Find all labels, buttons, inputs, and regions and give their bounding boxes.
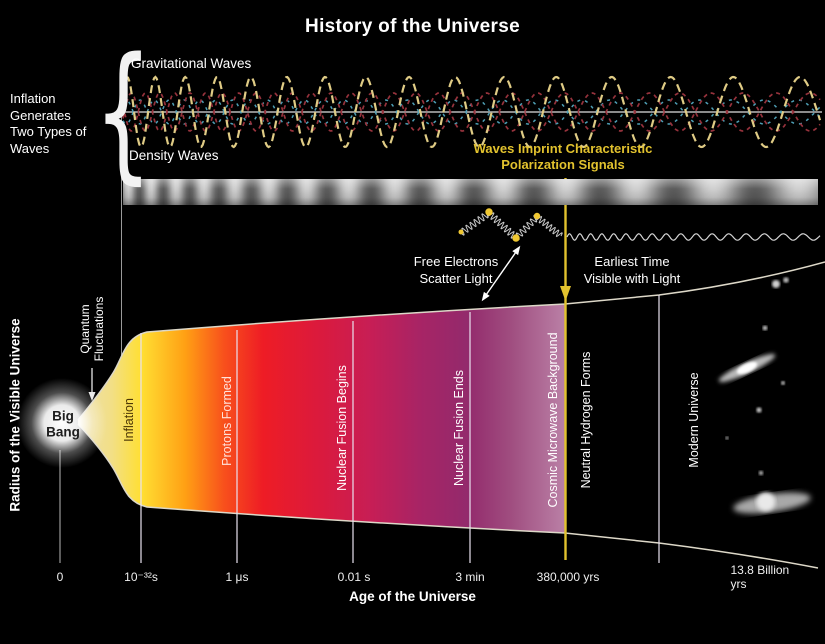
- note-line: Bang: [46, 424, 80, 439]
- gravitational-waves-label: Gravitational Waves: [131, 56, 252, 71]
- note-line: Polarization Signals: [501, 157, 625, 172]
- funnel-outline-bottom: [77, 423, 819, 569]
- earliest-time-note: Earliest Time Visible with Light: [584, 253, 681, 287]
- note-line: Visible with Light: [583, 271, 681, 286]
- big-bang-label: Big Bang: [46, 409, 80, 440]
- page-title: History of the Universe: [305, 16, 520, 37]
- tick-0-01s: 0.01 s: [337, 570, 371, 584]
- note-line: Waves: [10, 140, 50, 156]
- funnel-outline-top: [77, 261, 825, 421]
- free-electron-dots: [458, 208, 541, 242]
- stage-label-inflation: Inflation: [122, 398, 136, 442]
- quantum-fluctuations-label: Quantum Fluctuations: [78, 297, 106, 362]
- note-line: Earliest Time: [594, 254, 670, 269]
- note-line: Fluctuations: [92, 296, 106, 362]
- stage-label-nuclear-fusion-ends: Nuclear Fusion Ends: [452, 369, 466, 487]
- stage-label-protons-formed: Protons Formed: [220, 376, 234, 466]
- tick-13-8byrs: 13.8 Billion yrs: [730, 563, 790, 591]
- stage-label-nuclear-fusion-begins: Nuclear Fusion Begins: [335, 365, 349, 491]
- free-electrons-note: Free Electrons Scatter Light: [414, 253, 499, 287]
- time-gridlines: [59, 295, 660, 563]
- stage-label-cosmic-microwave-background: Cosmic Microwave Background: [546, 332, 560, 508]
- cmb-arrowhead-icon: [560, 286, 571, 301]
- funnel-shape: [78, 304, 565, 533]
- note-line: Big: [52, 408, 74, 424]
- big-bang-glow: [17, 378, 107, 468]
- note-line: Inflation: [10, 91, 56, 106]
- light-wave-squiggle: [566, 233, 821, 241]
- tick-380000yrs: 380,000 yrs: [536, 570, 600, 584]
- density-waves-bar: [123, 179, 818, 205]
- stage-label-modern-universe: Modern Universe: [687, 372, 701, 468]
- density-waves-label: Density Waves: [129, 148, 219, 163]
- note-line: Scatter Light: [419, 271, 493, 286]
- y-axis-label: Radius of the Visible Universe: [7, 318, 23, 512]
- inflation-generates-note: Inflation Generates Two Types of Waves: [10, 91, 86, 157]
- brace-icon: {: [93, 26, 153, 198]
- stage-label-neutral-hydrogen-forms: Neutral Hydrogen Forms: [579, 351, 593, 489]
- modern-universe-galaxies: [718, 277, 811, 514]
- note-line: Quantum: [78, 304, 92, 354]
- tick-3min: 3 min: [455, 570, 485, 584]
- note-line: Generates: [10, 107, 71, 123]
- note-line: Free Electrons: [413, 254, 499, 269]
- gravitational-waves-plot: [121, 75, 822, 149]
- note-line: Two Types of: [10, 124, 87, 139]
- tick-1us: 1 μs: [225, 570, 249, 584]
- note-line: Waves Imprint Characteristic: [473, 141, 653, 156]
- tick-0: 0: [56, 570, 64, 584]
- x-axis-title: Age of the Universe: [349, 589, 476, 604]
- scatter-arrow-icon: [481, 245, 521, 302]
- polarization-note: Waves Imprint Characteristic Polarizatio…: [474, 141, 653, 173]
- photon-scattering-coils: [460, 210, 563, 241]
- tick-10e-32s: 10⁻³²s: [124, 570, 158, 584]
